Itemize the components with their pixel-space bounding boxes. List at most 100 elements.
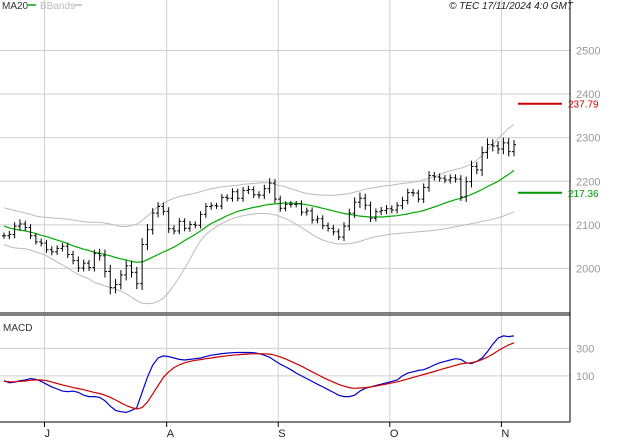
price-bar: [458, 175, 463, 201]
price-bar: [156, 202, 161, 218]
macd-y-ticks: 100 300: [576, 343, 594, 383]
legend-ma20: MA20: [2, 1, 29, 12]
price-bar: [49, 246, 54, 256]
price-bar: [283, 201, 288, 212]
price-bar: [437, 173, 442, 182]
price-bar: [65, 242, 70, 258]
price-bar: [326, 222, 331, 232]
price-bar: [246, 185, 251, 195]
price-bar: [485, 138, 490, 159]
price-bar: [448, 174, 453, 184]
price-bar: [129, 260, 134, 278]
price-bar: [87, 259, 91, 271]
price-bar: [262, 184, 267, 200]
macd-y-tick-label: 300: [576, 343, 594, 355]
price-bar: [405, 188, 410, 205]
price-bar: [134, 266, 139, 290]
month-label: O: [390, 428, 399, 440]
price-bar: [76, 256, 81, 273]
price-bar: [33, 232, 38, 245]
price-bar: [113, 278, 118, 294]
price-bar: [294, 200, 299, 208]
legend-bbands: BBands: [40, 1, 75, 12]
price-bar: [320, 215, 325, 230]
price-bar: [140, 238, 145, 290]
price-bar: [501, 137, 506, 155]
macd-y-tick-label: 100: [576, 371, 594, 383]
price-bar: [480, 146, 485, 177]
price-bar: [177, 218, 182, 235]
price-bar: [299, 200, 304, 216]
price-bar: [432, 171, 437, 181]
price-bar: [272, 179, 277, 204]
ma20-line: [3, 169, 515, 263]
price-bar: [172, 225, 176, 235]
price-bar: [469, 160, 474, 188]
price-bar: [304, 207, 309, 216]
price-bar: [506, 138, 511, 157]
price-bar: [241, 186, 246, 202]
price-bar: [251, 186, 256, 199]
price-bar: [193, 221, 198, 229]
price-bar: [44, 240, 49, 253]
price-bar: [7, 230, 12, 240]
price-bar: [39, 238, 44, 247]
price-bar: [278, 195, 283, 212]
bbands-lower-line: [3, 211, 515, 305]
price-bar: [384, 205, 389, 215]
price-bar: [225, 194, 230, 202]
price-bar: [416, 189, 421, 203]
price-bar: [71, 250, 76, 265]
support-level-label: 217.36: [568, 189, 599, 200]
price-bar: [166, 207, 171, 233]
price-bar: [389, 205, 394, 214]
price-bar: [310, 207, 315, 224]
price-bar: [161, 202, 166, 216]
price-bar: [315, 215, 320, 224]
price-bar: [187, 220, 192, 232]
price-bar: [363, 193, 368, 210]
price-bar: [352, 197, 357, 218]
price-bar: [512, 140, 516, 157]
price-y-tick-label: 2300: [576, 133, 600, 145]
price-bar: [257, 191, 261, 199]
price-bar: [28, 224, 33, 239]
price-bar: [490, 139, 495, 152]
price-y-tick-label: 2400: [576, 89, 600, 101]
price-bar: [118, 270, 123, 290]
price-bar: [182, 218, 187, 232]
price-bar: [92, 249, 97, 272]
price-y-tick-label: 2500: [576, 46, 600, 58]
month-label: N: [501, 428, 509, 440]
price-bar: [209, 202, 214, 210]
price-bar: [60, 242, 65, 252]
month-label: S: [278, 428, 285, 440]
price-bar: [267, 178, 272, 194]
price-bar: [12, 222, 17, 239]
price-bar: [453, 174, 458, 183]
price-bar: [373, 208, 378, 222]
price-bars: [2, 137, 516, 295]
price-bar: [331, 224, 336, 236]
price-bar: [474, 162, 479, 175]
price-bar: [336, 228, 341, 241]
price-bar: [395, 202, 400, 214]
price-bar: [235, 188, 240, 202]
price-bar: [81, 259, 86, 272]
price-bar: [442, 174, 447, 184]
price-bar: [23, 220, 28, 231]
month-label: A: [167, 428, 175, 440]
price-bar: [496, 140, 501, 155]
price-bar: [411, 189, 416, 197]
price-bar: [145, 223, 150, 251]
bbands-upper-line: [3, 124, 515, 228]
macd-gridlines: [0, 315, 570, 422]
price-bar: [427, 171, 431, 192]
month-label: J: [45, 428, 51, 440]
price-bar: [219, 194, 224, 210]
macd-line: [3, 335, 515, 414]
macd-panel-label: MACD: [3, 323, 32, 334]
price-y-tick-label: 2100: [576, 220, 600, 232]
price-y-tick-label: 2200: [576, 176, 600, 188]
